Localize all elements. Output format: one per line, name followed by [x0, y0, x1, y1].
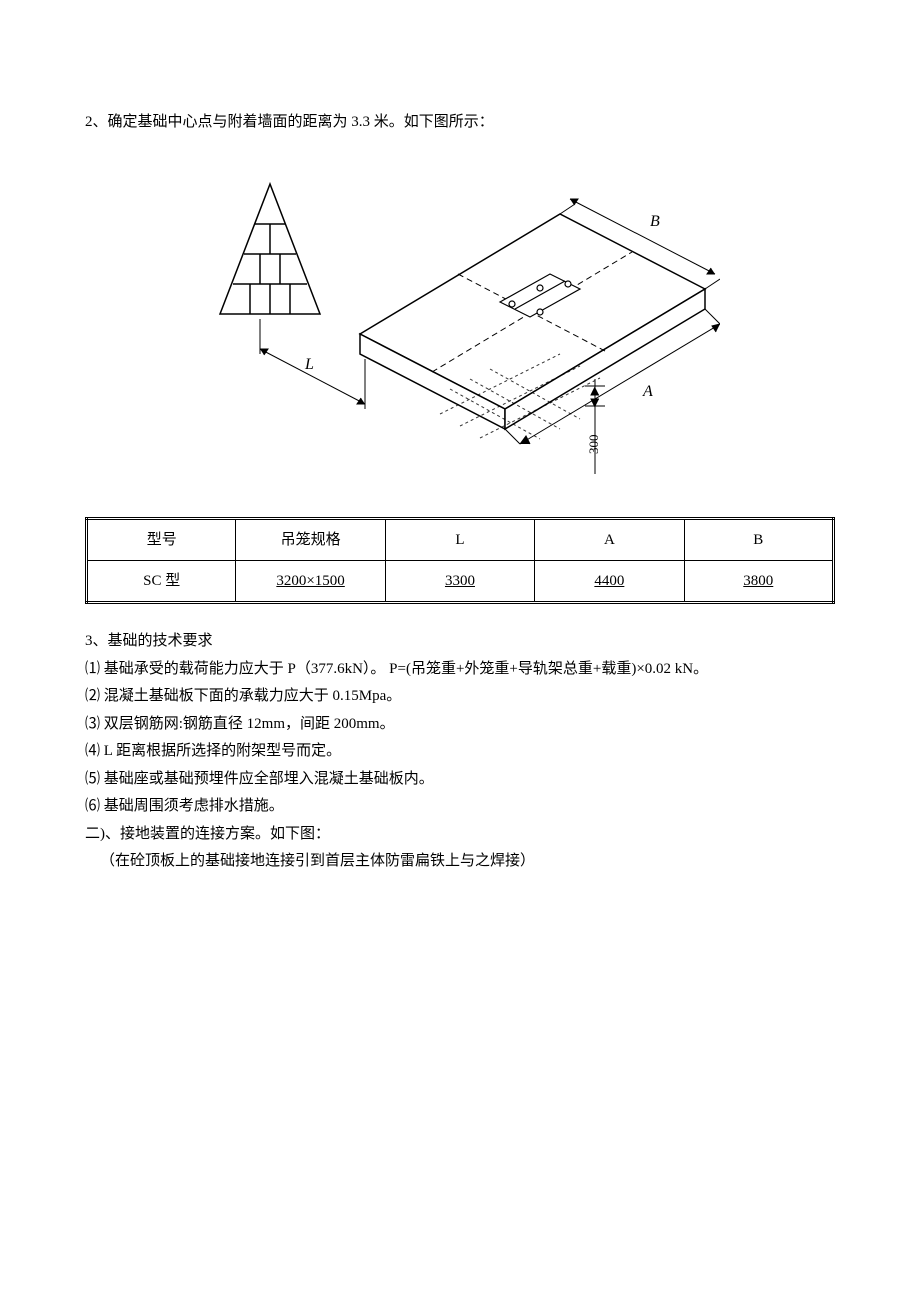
- section2b-title: 二)、接地装置的连接方案。如下图：: [85, 822, 835, 848]
- col-A: A: [535, 519, 684, 561]
- col-model: 型号: [87, 519, 236, 561]
- req-item-3: ⑶ 双层钢筋网:钢筋直径 12mm，间距 200mm。: [85, 712, 835, 738]
- cell-model: SC 型: [87, 561, 236, 603]
- spec-table: 型号 吊笼规格 L A B SC 型 3200×1500 3300 4400 3…: [85, 517, 835, 604]
- req-item-4: ⑷ L 距离根据所选择的附架型号而定。: [85, 739, 835, 765]
- table-header-row: 型号 吊笼规格 L A B: [87, 519, 834, 561]
- foundation-diagram: L B A 300: [200, 154, 720, 494]
- foundation-slab: [360, 214, 705, 429]
- cell-B: 3800: [684, 561, 833, 603]
- col-B: B: [684, 519, 833, 561]
- table-row: SC 型 3200×1500 3300 4400 3800: [87, 561, 834, 603]
- cell-spec: 3200×1500: [236, 561, 385, 603]
- section3-title: 3、基础的技术要求: [85, 629, 835, 655]
- req-item-5: ⑸ 基础座或基础预埋件应全部埋入混凝土基础板内。: [85, 767, 835, 793]
- brick-wall-icon: [220, 184, 320, 314]
- req-item-2: ⑵ 混凝土基础板下面的承载力应大于 0.15Mpa。: [85, 684, 835, 710]
- req-item-6: ⑹ 基础周围须考虑排水措施。: [85, 794, 835, 820]
- cell-L: 3300: [385, 561, 534, 603]
- label-L: L: [304, 356, 314, 373]
- intro-text: 2、确定基础中心点与附着墙面的距离为 3.3 米。如下图所示：: [85, 110, 835, 134]
- diagram-container: L B A 300: [85, 154, 835, 502]
- col-spec: 吊笼规格: [236, 519, 385, 561]
- col-L: L: [385, 519, 534, 561]
- dimension-300: [585, 379, 605, 474]
- req-item-1: ⑴ 基础承受的载荷能力应大于 P（377.6kN）。 P=(吊笼重+外笼重+导轨…: [85, 657, 835, 683]
- label-B: B: [650, 213, 660, 230]
- label-300: 300: [586, 435, 601, 455]
- label-A: A: [642, 383, 653, 400]
- section2b-note: （在砼顶板上的基础接地连接引到首层主体防雷扁铁上与之焊接）: [85, 849, 835, 875]
- cell-A: 4400: [535, 561, 684, 603]
- requirements-block: 3、基础的技术要求 ⑴ 基础承受的载荷能力应大于 P（377.6kN）。 P=(…: [85, 629, 835, 875]
